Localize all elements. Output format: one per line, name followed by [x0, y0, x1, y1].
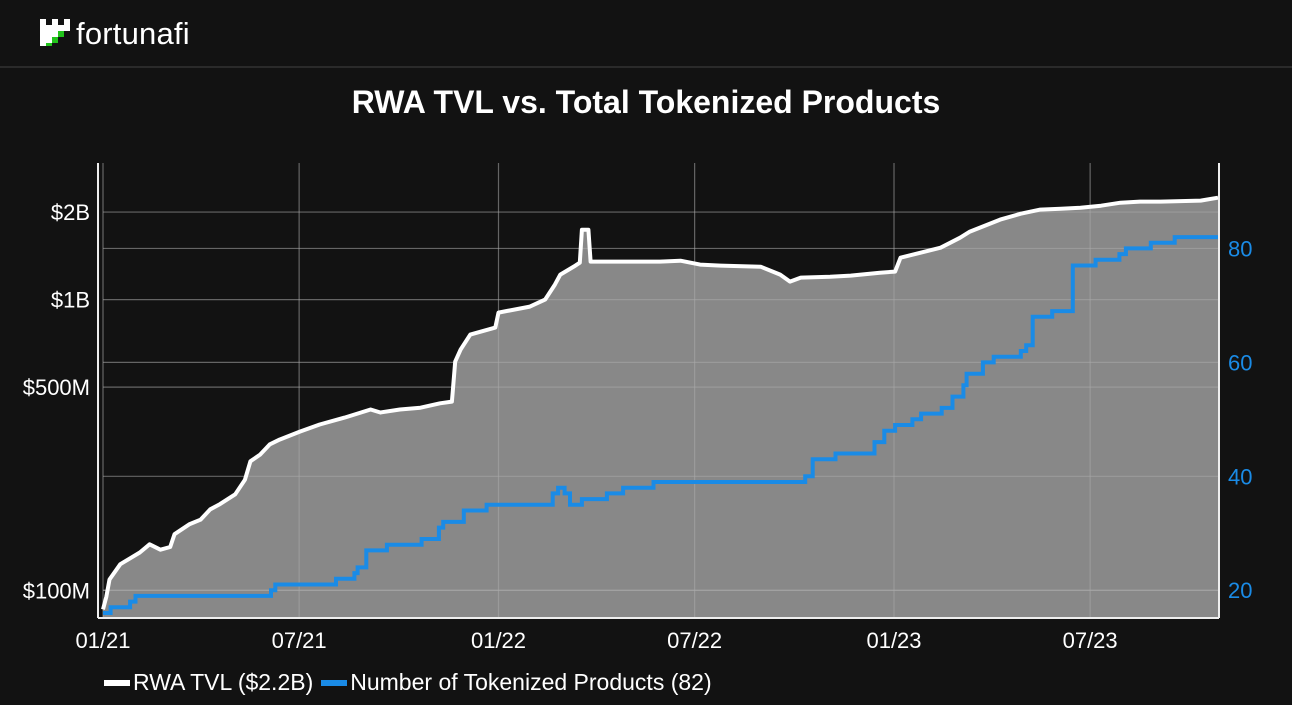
right-tick-label: 80 [1228, 236, 1252, 261]
legend: RWA TVL ($2.2B) Number of Tokenized Prod… [104, 669, 720, 696]
legend-label-tvl: RWA TVL ($2.2B) [133, 669, 314, 695]
tvl-line [101, 195, 1219, 610]
brand-logo: fortunafi [40, 18, 190, 49]
x-tick-label: 01/23 [866, 628, 921, 653]
tvl-area [103, 197, 1218, 617]
legend-item-tvl: RWA TVL ($2.2B) [104, 669, 313, 696]
right-tick-label: 40 [1228, 464, 1252, 489]
x-tick-label: 01/22 [471, 628, 526, 653]
left-tick-label: $1B [51, 288, 90, 313]
legend-swatch-tvl [104, 679, 130, 686]
chart-title: RWA TVL vs. Total Tokenized Products [351, 84, 941, 120]
left-tick-label: $2B [51, 200, 90, 225]
legend-swatch-products [321, 679, 348, 686]
x-tick-label: 01/21 [75, 628, 130, 653]
products-step-line [103, 235, 1218, 615]
left-tick-label: $500M [23, 375, 90, 400]
brand-name: fortunafi [76, 16, 190, 51]
header-bar: fortunafi [0, 0, 1292, 68]
legend-item-products: Number of Tokenized Products (82) [321, 669, 712, 696]
right-tick-label: 60 [1228, 350, 1252, 375]
fortunafi-castle-icon [40, 18, 70, 46]
legend-label-products: Number of Tokenized Products (82) [350, 669, 712, 695]
left-tick-label: $100M [23, 578, 90, 603]
x-tick-label: 07/22 [667, 628, 722, 653]
x-tick-label: 07/21 [272, 628, 327, 653]
right-tick-label: 20 [1228, 578, 1252, 603]
x-tick-label: 07/23 [1063, 628, 1118, 653]
